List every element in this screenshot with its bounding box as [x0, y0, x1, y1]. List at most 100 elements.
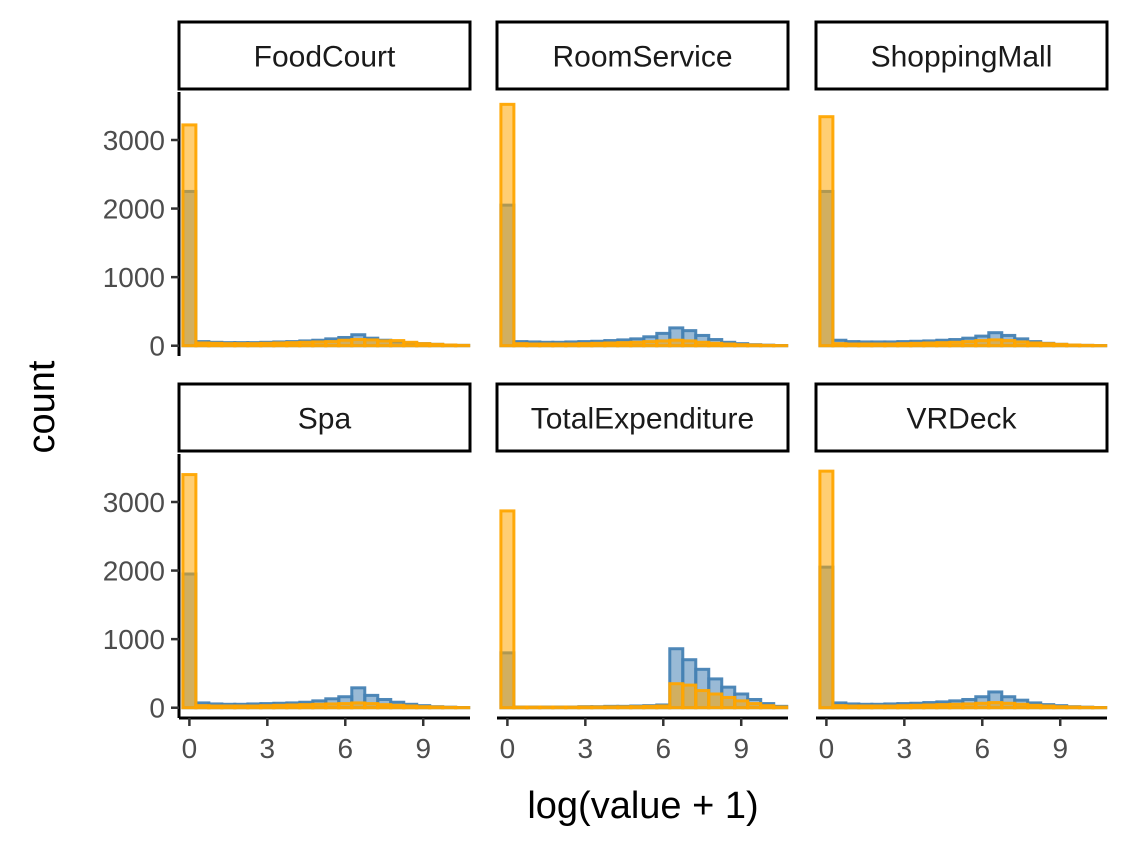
y-tick-label: 0 [149, 693, 165, 724]
histogram-bar-orange [1026, 341, 1043, 348]
histogram-bar-orange [720, 342, 737, 348]
histogram-bar-orange [285, 703, 302, 710]
histogram-bar-orange [655, 339, 672, 348]
histogram-bar-orange [1039, 342, 1056, 348]
histogram-bar-orange [402, 704, 419, 710]
histogram-bar-orange [415, 705, 432, 710]
x-tick-label: 0 [500, 733, 516, 764]
histogram-bar-orange [1052, 342, 1069, 348]
histogram-bar-orange [655, 704, 672, 710]
y-tick-label: 2000 [103, 556, 165, 587]
histogram-bar-orange [207, 704, 224, 710]
histogram-bar-orange [402, 340, 419, 348]
histogram-bar-orange [974, 339, 991, 348]
histogram-bar-orange [311, 702, 328, 710]
histogram-bar-orange [642, 340, 659, 348]
y-axis-title: count [21, 360, 63, 453]
x-tick-label: 6 [655, 733, 671, 764]
histogram-bar-orange [538, 342, 555, 348]
histogram-bar-orange [564, 705, 581, 710]
histogram-bar-orange [389, 339, 406, 348]
histogram-bar-orange [551, 342, 568, 348]
histogram-bar-orange [324, 340, 341, 348]
histogram-bar-orange [181, 473, 198, 710]
facet-strip-label: ShoppingMall [871, 41, 1053, 74]
histogram-bar-orange [428, 705, 445, 710]
histogram-bar-orange [220, 704, 237, 710]
x-tick-label: 6 [974, 733, 990, 764]
histogram-bar-orange [922, 703, 939, 710]
histogram-bar-orange [1039, 704, 1056, 710]
histogram-bar-orange [746, 343, 763, 348]
histogram-bar-orange [525, 705, 542, 710]
histogram-bar-orange [1013, 702, 1030, 710]
histogram-bar-orange [818, 115, 835, 348]
histogram-bar-orange [883, 342, 900, 348]
histogram-bar-orange [428, 342, 445, 348]
facet-panel: TotalExpenditure 0 3 6 9 [495, 382, 790, 764]
facet-strip-label: TotalExpenditure [531, 403, 754, 436]
x-tick-label: 0 [182, 733, 198, 764]
histogram-bar-orange [512, 705, 529, 710]
histogram-bar-orange [194, 341, 211, 348]
histogram-bar-orange [694, 689, 711, 710]
facet-strip [814, 20, 1109, 91]
histogram-bar-orange [376, 339, 393, 348]
histogram-bar-orange [616, 705, 633, 710]
histogram-bar-orange [772, 705, 789, 710]
histogram-bar-orange [870, 704, 887, 710]
histogram-bar-orange [857, 704, 874, 710]
histogram-bar-orange [441, 343, 458, 348]
histogram-bar-orange [1026, 703, 1043, 710]
histogram-bar-orange [681, 339, 698, 348]
histogram-bar-orange [311, 340, 328, 348]
histogram-bar-orange [337, 702, 354, 710]
histogram-bar-orange [350, 338, 367, 348]
histogram-bar-orange [922, 341, 939, 348]
histogram-bar-orange [818, 469, 835, 710]
histogram-bar-orange [415, 342, 432, 348]
histogram-bar-orange [668, 338, 685, 348]
x-tick-label: 3 [260, 733, 276, 764]
histogram-bar-orange [1052, 705, 1069, 710]
histogram-bar-orange [590, 705, 607, 710]
x-tick-label: 9 [733, 733, 749, 764]
histogram-bar-orange [909, 703, 926, 710]
histogram-bar-orange [616, 341, 633, 348]
facet-strip-label: FoodCourt [254, 41, 396, 74]
facet-strip [177, 20, 472, 91]
histogram-bar-orange [844, 342, 861, 348]
histogram-bar-orange [629, 340, 646, 348]
facet-strip [495, 20, 790, 91]
y-tick-label: 1000 [103, 624, 165, 655]
histogram-bar-orange [896, 704, 913, 710]
histogram-bar-orange [233, 704, 250, 710]
y-tick-label: 3000 [103, 125, 165, 156]
histogram-bar-orange [207, 341, 224, 348]
histogram-bar-orange [499, 509, 516, 710]
x-tick-label: 9 [1052, 733, 1068, 764]
histogram-bar-orange [324, 702, 341, 710]
facet-panel: Spa 0 3 6 9 0 1000 2000 3000 [103, 382, 472, 764]
histogram-bar-orange [694, 340, 711, 348]
histogram-bar-orange [948, 702, 965, 710]
histogram-bar-orange [948, 340, 965, 348]
histogram-bar-orange [668, 682, 685, 710]
x-tick-label: 6 [337, 733, 353, 764]
histogram-bar-orange [590, 341, 607, 348]
histogram-bar-orange [363, 338, 380, 348]
histogram-bar-orange [376, 703, 393, 710]
y-tick-label: 3000 [103, 487, 165, 518]
histogram-bar-orange [259, 704, 276, 710]
histogram-bar-orange [935, 341, 952, 348]
histogram-bar-orange [350, 701, 367, 710]
histogram-bar-orange [499, 102, 516, 348]
facet-strip [177, 382, 472, 453]
x-tick-label: 3 [897, 733, 913, 764]
histogram-bar-orange [298, 703, 315, 710]
histogram-bar-orange [337, 338, 354, 348]
histogram-bar-orange [603, 341, 620, 348]
histogram-bar-orange [831, 704, 848, 710]
